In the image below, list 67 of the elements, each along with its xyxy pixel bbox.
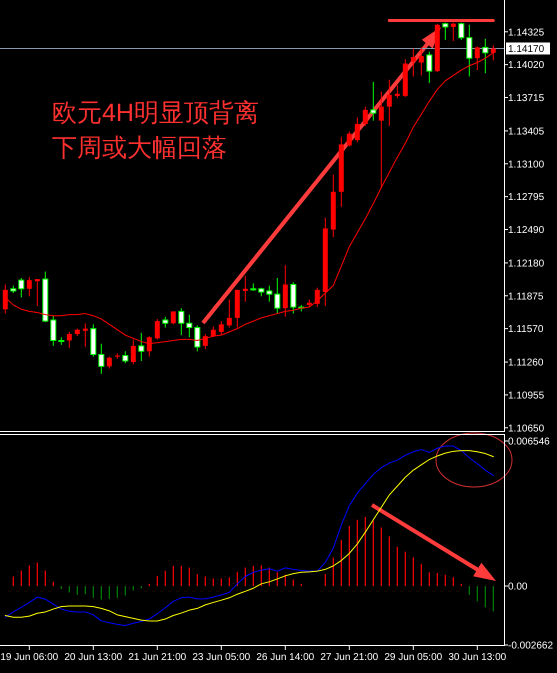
candlestick [418, 46, 424, 76]
y-tick-label: 1.10650 [508, 423, 545, 434]
candlestick [170, 310, 176, 325]
candlestick [442, 22, 448, 40]
candlestick [154, 318, 160, 340]
candlestick [370, 81, 376, 122]
candlestick [122, 350, 128, 364]
y-tick-label: 1.12180 [508, 258, 545, 270]
candlestick [346, 130, 352, 148]
candlestick [410, 48, 416, 78]
candlestick [34, 278, 40, 307]
candlestick [66, 331, 72, 349]
candlestick [426, 51, 432, 84]
candlestick [194, 324, 200, 352]
candlestick [178, 308, 184, 336]
candlestick [98, 343, 104, 374]
y-tick-label: 1.13405 [508, 126, 545, 138]
x-tick-label: 29 Jun 05:00 [384, 652, 443, 663]
y-tick-label: 1.13100 [508, 159, 545, 170]
y-tick-label: 1.14020 [508, 60, 545, 72]
candlestick [82, 322, 88, 348]
candlestick [354, 116, 360, 143]
x-tick-label: 30 Jun 13:00 [448, 652, 507, 663]
candlestick [362, 106, 368, 127]
x-tick-label: 27 Jun 21:00 [320, 652, 379, 663]
annotation: 下周或大幅回落 [52, 134, 227, 162]
candlestick [378, 91, 384, 188]
candlestick [466, 24, 472, 78]
candlestick [226, 299, 232, 328]
candlestick [450, 22, 456, 42]
candlestick [26, 276, 32, 297]
candlestick [290, 282, 296, 314]
candlestick [18, 277, 24, 298]
y-tick-label: 1.11260 [508, 358, 544, 369]
y-tick-label: 1.14325 [508, 27, 545, 38]
candlestick [386, 79, 392, 127]
candlestick [218, 320, 224, 336]
y-tick-label: 0.00 [508, 582, 528, 593]
x-tick-label: 26 Jun 14:00 [256, 652, 315, 663]
y-tick-label: 0.006546 [508, 436, 550, 448]
ref-line-label: 1.14170 [508, 44, 545, 55]
candlestick [138, 332, 144, 362]
y-tick-label: 1.11570 [508, 324, 544, 336]
candlestick [242, 275, 248, 302]
y-tick-label: -0.002662 [508, 640, 554, 652]
candlestick [482, 38, 488, 74]
x-tick-label: 20 Jun 13:00 [64, 652, 123, 663]
candlestick [282, 264, 288, 318]
candlestick [458, 22, 464, 40]
y-tick-label: 1.13715 [508, 93, 545, 104]
candlestick [314, 287, 320, 308]
candlestick [186, 314, 192, 338]
candlestick [106, 356, 112, 370]
x-tick-label: 23 Jun 05:00 [192, 652, 251, 663]
candlestick [162, 316, 168, 328]
candlestick [266, 285, 272, 302]
y-tick-label: 1.10955 [508, 390, 545, 402]
candlestick [274, 277, 280, 314]
candlestick [394, 84, 400, 99]
y-tick-label: 1.12795 [508, 192, 545, 204]
x-tick-label: 19 Jun 06:00 [0, 652, 59, 663]
y-tick-label: 1.12490 [508, 225, 545, 236]
candlestick [210, 326, 216, 338]
candlestick [50, 315, 56, 346]
y-tick-label: 1.11875 [508, 291, 544, 302]
annotation: 欧元4H明显顶背离 [52, 99, 259, 127]
x-tick-label: 21 Jun 21:00 [128, 652, 187, 663]
